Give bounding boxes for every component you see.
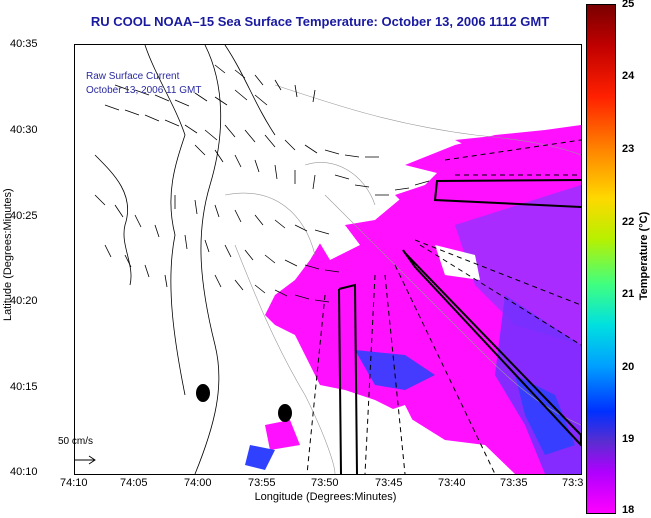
scale-label: 50 cm/s <box>58 436 94 447</box>
station-marker-2[interactable] <box>278 404 292 422</box>
xtick-label: 73:35 <box>500 477 528 489</box>
ytick-label: 40:20 <box>10 295 38 307</box>
xtick-label: 73:45 <box>375 477 403 489</box>
temperature-colorbar <box>586 4 616 514</box>
ytick-label: 40:15 <box>10 381 38 393</box>
colorbar-tick: 20 <box>622 361 635 373</box>
y-axis-label: Latitude (Degrees:Minutes) <box>2 188 14 321</box>
scale-arrow <box>75 455 96 465</box>
colorbar-tick: 23 <box>622 143 635 155</box>
current-vectors <box>94 64 430 303</box>
ytick-label: 40:30 <box>10 124 38 136</box>
map-title: RU COOL NOAA–15 Sea Surface Temperature:… <box>90 14 550 29</box>
colorbar-tick: 18 <box>622 504 635 516</box>
xtick-label: 74:10 <box>60 477 88 489</box>
x-axis-label: Longitude (Degrees:Minutes) <box>254 491 397 503</box>
legend: Raw Surface Current October 13, 2006 11 … <box>86 70 201 98</box>
legend-line-2: October 13, 2006 11 GMT <box>86 85 202 96</box>
colorbar-tick: 24 <box>622 70 635 82</box>
station-marker-1[interactable] <box>196 384 210 402</box>
coastline <box>94 45 276 474</box>
colorbar-tick: 19 <box>622 433 635 445</box>
xtick-label: 74:05 <box>120 477 148 489</box>
xtick-label: 73:40 <box>438 477 466 489</box>
ytick-label: 40:25 <box>10 210 38 222</box>
ytick-label: 40:10 <box>10 466 38 478</box>
xtick-label: 73:50 <box>311 477 339 489</box>
map-area[interactable] <box>74 44 582 475</box>
colorbar-tick: 25 <box>622 0 635 10</box>
ytick-label: 40:35 <box>10 38 38 50</box>
colorbar-label: Temperature (°C) <box>638 211 650 301</box>
colorbar-tick: 22 <box>622 216 635 228</box>
colorbar-tick: 21 <box>622 288 635 300</box>
map-canvas <box>75 45 581 474</box>
sst-field <box>245 125 581 474</box>
legend-line-1: Raw Surface Current <box>86 71 180 82</box>
xtick-label: 73:55 <box>248 477 276 489</box>
xtick-label: 74:00 <box>184 477 212 489</box>
bathymetry-contours <box>224 84 581 474</box>
transect-lines <box>306 139 581 474</box>
xtick-label: 73:3 <box>562 477 584 489</box>
